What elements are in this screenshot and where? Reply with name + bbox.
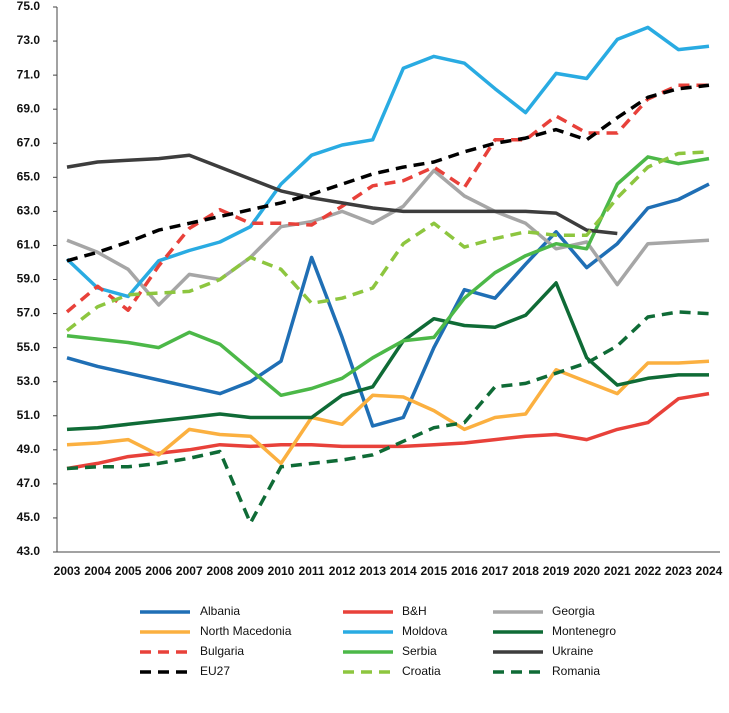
legend-label: Albania — [200, 604, 240, 618]
x-tick-label: 2021 — [604, 564, 631, 578]
x-tick-label: 2005 — [115, 564, 142, 578]
x-tick-label: 2014 — [390, 564, 417, 578]
x-tick-label: 2010 — [268, 564, 295, 578]
legend-label: Romania — [552, 664, 600, 678]
series-line — [66, 310, 710, 525]
y-tick-label: 73.0 — [17, 33, 41, 47]
y-tick-label: 69.0 — [17, 101, 41, 115]
x-tick-label: 2009 — [237, 564, 264, 578]
legend-label: EU27 — [200, 664, 230, 678]
y-tick-label: 45.0 — [17, 510, 41, 524]
legend-label: Bulgaria — [200, 644, 244, 658]
x-tick-label: 2024 — [696, 564, 723, 578]
legend-label: Croatia — [402, 664, 441, 678]
y-tick-label: 43.0 — [17, 544, 41, 558]
x-tick-label: 2008 — [207, 564, 234, 578]
x-tick-label: 2004 — [84, 564, 111, 578]
y-tick-label: 51.0 — [17, 408, 41, 422]
legend-label: Serbia — [402, 644, 437, 658]
series-line — [65, 150, 710, 332]
y-tick-label: 57.0 — [17, 306, 41, 320]
y-tick-label: 75.0 — [17, 0, 41, 13]
x-tick-label: 2022 — [635, 564, 662, 578]
y-tick-label: 59.0 — [17, 272, 41, 286]
series-line — [65, 25, 710, 299]
legend-label: Ukraine — [552, 644, 594, 658]
series-line — [66, 182, 710, 428]
x-tick-label: 2003 — [54, 564, 81, 578]
x-tick-label: 2013 — [359, 564, 386, 578]
x-tick-label: 2018 — [512, 564, 539, 578]
legend-label: North Macedonia — [200, 624, 292, 638]
x-tick-label: 2012 — [329, 564, 356, 578]
series-line — [66, 359, 710, 466]
series-line — [65, 83, 709, 314]
x-tick-label: 2023 — [665, 564, 692, 578]
y-tick-label: 49.0 — [17, 442, 41, 456]
y-tick-label: 65.0 — [17, 169, 41, 183]
x-tick-label: 2007 — [176, 564, 203, 578]
y-tick-label: 53.0 — [17, 374, 41, 388]
x-tick-label: 2006 — [145, 564, 172, 578]
x-tick-label: 2016 — [451, 564, 478, 578]
x-tick-label: 2017 — [482, 564, 509, 578]
legend-label: Moldova — [402, 624, 448, 638]
legend-label: Montenegro — [552, 624, 616, 638]
y-tick-label: 55.0 — [17, 340, 41, 354]
legend-label: Georgia — [552, 604, 595, 618]
x-tick-label: 2011 — [299, 564, 325, 578]
series-line — [66, 168, 710, 307]
y-tick-label: 71.0 — [17, 67, 41, 81]
series-line — [66, 83, 710, 263]
x-tick-label: 2015 — [421, 564, 448, 578]
series-line — [66, 153, 618, 236]
y-tick-label: 47.0 — [17, 476, 41, 490]
legend-label: B&H — [402, 604, 427, 618]
y-tick-label: 63.0 — [17, 204, 41, 218]
series-line — [66, 281, 709, 432]
series-line — [66, 391, 710, 471]
y-tick-label: 67.0 — [17, 135, 41, 149]
x-tick-label: 2019 — [543, 564, 570, 578]
y-tick-label: 61.0 — [17, 238, 41, 252]
x-tick-label: 2020 — [573, 564, 600, 578]
